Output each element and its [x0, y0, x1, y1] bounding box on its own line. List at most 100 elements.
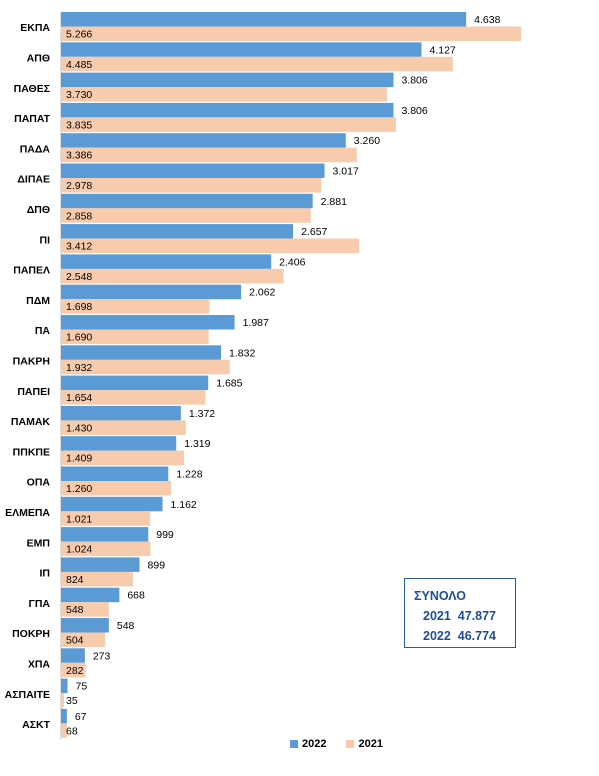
category-label: ΠΑΜΑΚ [11, 416, 50, 428]
totals-title: ΣΥΝΟΛΟ [414, 589, 466, 603]
category-label: ΑΣΚΤ [22, 719, 50, 731]
data-label-2022: 4.127 [430, 44, 456, 56]
bar-2022 [61, 678, 68, 694]
bar-2021 [61, 117, 396, 132]
data-label-2022: 1.832 [229, 347, 255, 359]
bar-2021 [61, 511, 151, 526]
bar-2021 [61, 87, 387, 102]
data-label-2021: 1.690 [66, 332, 92, 344]
category-label: ΠΔΜ [26, 295, 50, 307]
data-label-2021: 5.266 [66, 29, 92, 41]
data-label-2021: 1.654 [66, 392, 92, 404]
bar-2021 [61, 26, 521, 41]
legend-label-2022: 2022 [302, 738, 327, 750]
category-label: ΙΠ [40, 568, 51, 580]
bar-2022 [61, 587, 120, 603]
category-label: ΠΟΚΡΗ [12, 628, 50, 640]
data-label-2021: 35 [66, 695, 78, 707]
bar-2022 [61, 133, 346, 148]
data-label-2021: 1.024 [66, 544, 92, 556]
data-label-2022: 1.162 [171, 499, 197, 511]
data-label-2022: 1.228 [176, 469, 202, 481]
totals-2022: 2022 46.774 [423, 629, 496, 643]
bar-2022 [61, 618, 109, 633]
bar-2021 [61, 268, 284, 284]
category-label: ΑΣΠΑΙΤΕ [5, 689, 50, 701]
data-label-2022: 1.987 [243, 317, 269, 329]
category-label: ΑΠΘ [27, 52, 50, 64]
data-label-2022: 3.806 [401, 105, 427, 117]
bar-2021 [61, 632, 106, 647]
legend: 2022 2021 [290, 738, 403, 750]
data-label-2021: 824 [66, 574, 84, 586]
bar-2022 [61, 42, 422, 57]
category-label: ΠΠΚΠΕ [13, 446, 50, 458]
bar-2022 [61, 708, 67, 724]
data-label-2022: 2.657 [301, 226, 327, 238]
data-label-2022: 273 [93, 650, 111, 662]
bar-2022 [61, 12, 467, 27]
data-label-2022: 899 [148, 559, 166, 571]
legend-item-2022: 2022 [290, 738, 326, 750]
data-label-2022: 999 [156, 529, 174, 541]
bar-2021 [61, 178, 322, 193]
data-label-2022: 2.881 [321, 196, 347, 208]
bar-2021 [61, 329, 209, 344]
data-label-2021: 1.409 [66, 453, 92, 465]
category-label: ΓΠΑ [29, 598, 51, 610]
bar-2021 [61, 359, 230, 375]
data-label-2022: 1.372 [189, 408, 215, 420]
data-label-2021: 3.730 [66, 89, 92, 101]
data-label-2021: 2.858 [66, 210, 92, 222]
bar-2022 [61, 527, 149, 542]
bar-2021 [61, 299, 210, 314]
category-label: ΠΙ [40, 234, 51, 246]
bar-2021 [61, 693, 65, 708]
data-label-2021: 504 [66, 635, 84, 647]
data-label-2022: 3.017 [333, 166, 359, 178]
category-label: ΠΑΚΡΗ [13, 355, 50, 367]
data-label-2021: 68 [66, 725, 78, 737]
bar-2022 [61, 224, 294, 239]
bar-2022 [61, 436, 177, 451]
data-label-2022: 548 [117, 620, 135, 632]
data-label-2021: 1.021 [66, 513, 92, 525]
bar-2021 [61, 541, 151, 557]
bar-2022 [61, 557, 140, 572]
category-label: ΠΑΠΑΤ [14, 113, 50, 125]
bar-2021 [61, 208, 311, 223]
totals-2021: 2021 47.877 [423, 609, 496, 623]
data-label-2022: 2.406 [279, 256, 305, 268]
bar-2022 [61, 163, 325, 178]
bar-2022 [61, 466, 169, 481]
data-label-2021: 1.698 [66, 301, 92, 313]
category-label: ΠΑΘΕΣ [14, 83, 50, 95]
data-label-2022: 75 [76, 681, 88, 693]
bar-2022 [61, 102, 394, 118]
legend-swatch-2021 [346, 740, 355, 748]
data-label-2021: 282 [66, 665, 84, 677]
totals-box: ΣΥΝΟΛΟ 2021 47.877 2022 46.774 [404, 578, 516, 648]
bar-2022 [61, 345, 222, 360]
bar-2021 [61, 238, 360, 254]
data-label-2022: 2.062 [249, 287, 275, 299]
bar-2022 [61, 315, 235, 330]
data-label-2021: 1.430 [66, 422, 92, 434]
legend-swatch-2022 [290, 740, 298, 748]
bar-2022 [61, 254, 272, 269]
data-label-2022: 1.319 [184, 438, 210, 450]
bar-2021 [61, 723, 67, 738]
category-label: ΧΠΑ [28, 658, 51, 670]
data-label-2021: 4.485 [66, 59, 92, 71]
bar-2021 [61, 147, 357, 163]
data-label-2022: 67 [75, 711, 87, 723]
bar-2022 [61, 72, 394, 88]
data-label-2022: 1.685 [216, 378, 242, 390]
category-label: ΟΠΑ [27, 477, 51, 489]
bar-2021 [61, 571, 133, 587]
legend-label-2021: 2021 [358, 738, 383, 750]
bar-2021 [61, 420, 186, 435]
data-label-2022: 3.806 [401, 75, 427, 87]
category-label: ΕΚΠΑ [20, 22, 50, 34]
data-label-2022: 668 [127, 590, 145, 602]
